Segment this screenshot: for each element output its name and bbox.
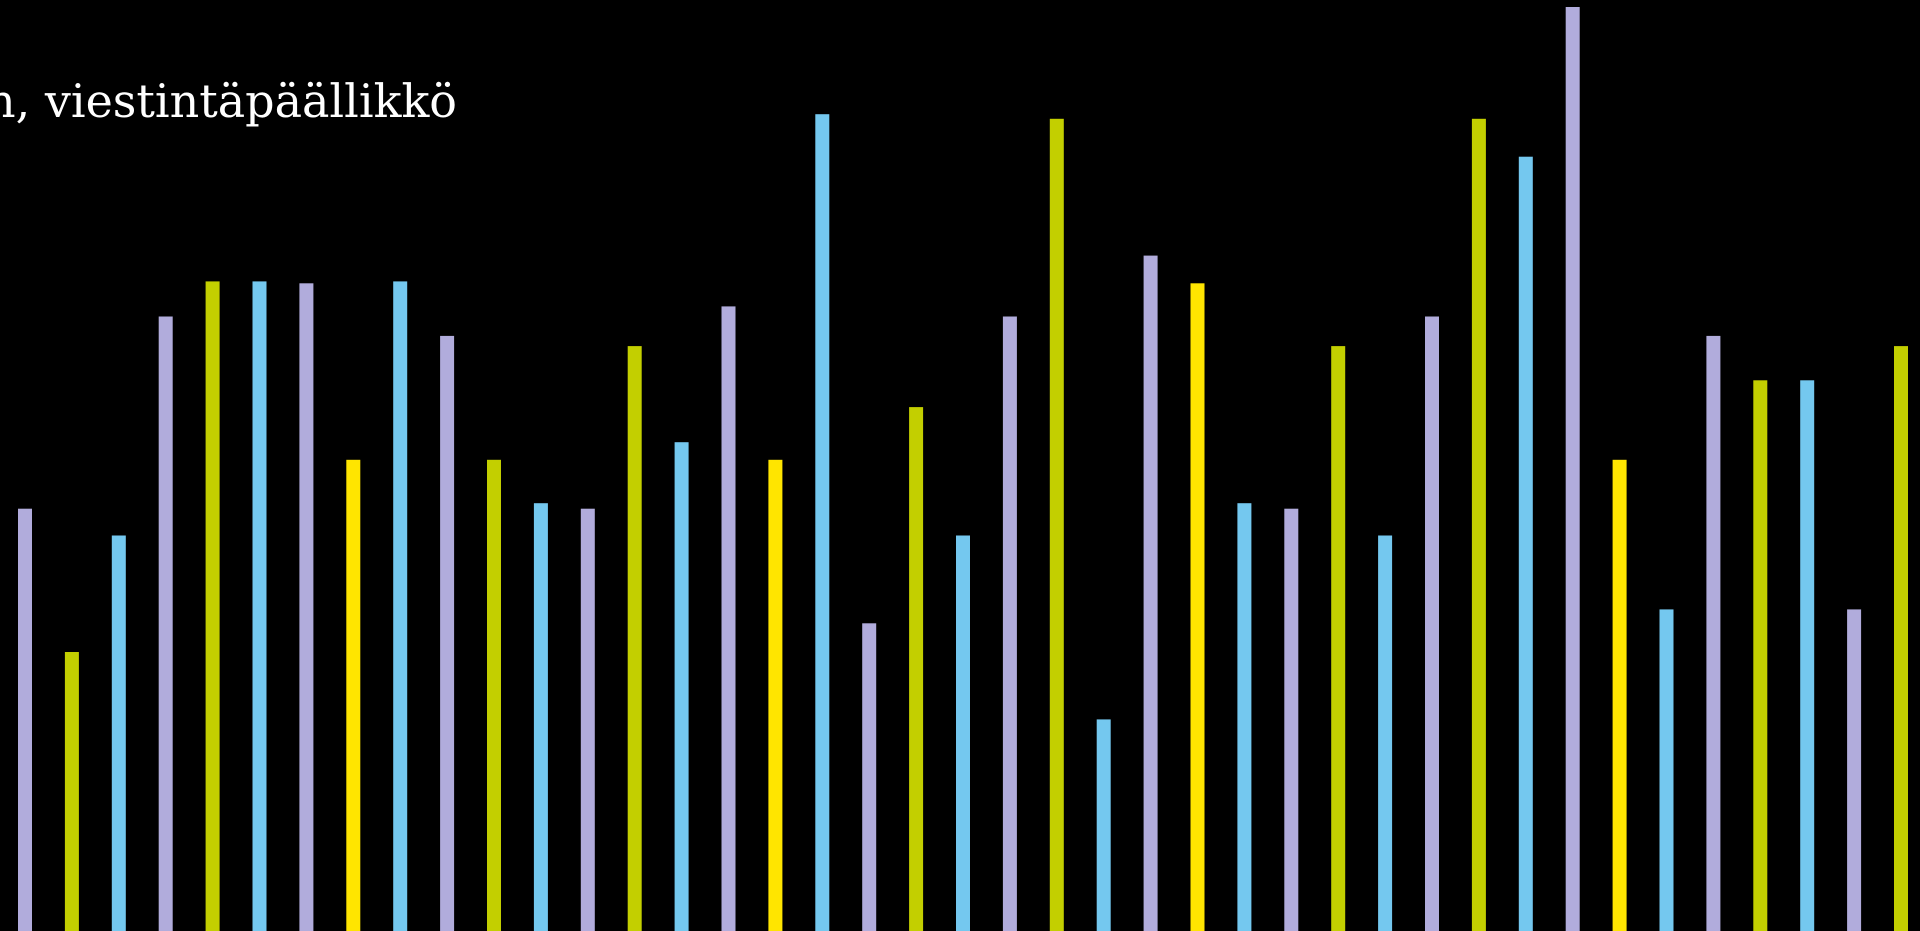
decorative-bar <box>1002 316 1017 931</box>
decorative-bar <box>1331 346 1346 931</box>
decorative-bar <box>1284 508 1299 931</box>
decorative-bar <box>18 508 32 931</box>
decorative-bar <box>299 283 314 931</box>
decorative-bar <box>1237 503 1252 931</box>
decorative-bar <box>1049 118 1064 931</box>
decorative-bar <box>1143 255 1158 931</box>
decorative-bar <box>909 407 924 931</box>
decorative-bar <box>1518 156 1533 931</box>
decorative-bar <box>1659 609 1674 931</box>
decorative-bar <box>111 535 126 931</box>
decorative-bar <box>1847 609 1862 931</box>
decorative-bar <box>1753 380 1768 931</box>
speaker-caption: n, viestintäpäällikkö <box>0 74 458 128</box>
decorative-bar <box>1565 7 1580 931</box>
decorative-bar <box>1378 535 1393 931</box>
decorative-bar <box>1190 283 1205 931</box>
decorative-bar <box>1425 316 1439 931</box>
decorative-bar <box>580 508 595 931</box>
decorative-bar <box>158 316 173 931</box>
decorative-bar <box>815 114 830 931</box>
decorative-bar <box>862 623 877 931</box>
decorative-bar <box>768 459 783 931</box>
decorative-bar <box>64 652 79 931</box>
decorative-bar <box>205 281 220 931</box>
decorative-bar <box>533 503 548 931</box>
decorative-bar <box>1706 335 1721 931</box>
decorative-bar <box>956 535 970 931</box>
decorative-bar <box>1800 380 1815 931</box>
decorative-bar <box>346 459 361 931</box>
decorative-bar <box>393 281 408 931</box>
decorative-bar <box>252 281 267 931</box>
decorative-bar <box>1894 346 1908 931</box>
decorative-bar <box>1096 719 1111 931</box>
decorative-bar <box>674 442 689 931</box>
decorative-bar <box>487 459 501 931</box>
decorative-bar <box>1612 459 1627 931</box>
decorative-bar <box>440 335 455 931</box>
decorative-bar <box>1471 118 1486 931</box>
decorative-bar <box>627 346 642 931</box>
decorative-bar <box>721 306 736 931</box>
